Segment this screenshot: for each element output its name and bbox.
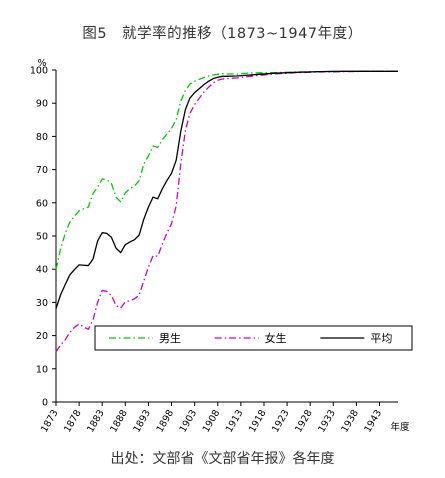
x-tick-label: 1918	[247, 408, 269, 434]
series-line-1	[55, 70, 398, 353]
chart-title: 图5 就学率的推移（1873~1947年度）	[82, 26, 363, 42]
y-axis-label: %	[37, 58, 46, 69]
y-tick-label: 10	[36, 364, 48, 375]
x-tick-label: 1903	[178, 408, 200, 434]
series-line-0	[55, 70, 398, 270]
source-note: 出处：文部省《文部省年报》各年度	[110, 451, 335, 467]
x-tick-label: 1893	[131, 408, 153, 434]
y-tick-label: 70	[36, 165, 48, 176]
x-axis-label: 年度	[390, 421, 410, 433]
legend-label-2: 平均	[370, 332, 392, 345]
x-tick-label: 1913	[224, 408, 246, 434]
y-tick-label: 60	[36, 198, 48, 209]
x-tick-label: 1938	[339, 408, 361, 434]
series-line-2	[55, 70, 398, 309]
y-tick-label: 30	[36, 298, 48, 309]
legend-box	[94, 325, 413, 351]
legend-label-1: 女生	[265, 331, 287, 345]
x-tick-label: 1928	[293, 408, 315, 434]
x-tick-label: 1888	[108, 408, 130, 434]
y-tick-label: 20	[36, 331, 48, 342]
x-tick-label: 1878	[62, 408, 84, 434]
legend: 男生 女生 平均	[94, 325, 413, 351]
legend-label-0: 男生	[159, 331, 181, 345]
series-lines	[55, 70, 398, 353]
y-tick-label: 100	[30, 66, 48, 77]
y-tick-label: 80	[36, 132, 48, 143]
x-tick-label: 1923	[270, 408, 292, 434]
x-tick-label: 1933	[316, 408, 338, 434]
y-tick-label: 90	[36, 99, 48, 110]
x-tick-label: 1873	[39, 408, 61, 434]
x-tick-label: 1898	[155, 408, 177, 434]
y-tick-label: 40	[36, 265, 48, 276]
x-tick-label: 1883	[85, 408, 107, 434]
y-tick-label: 0	[42, 398, 48, 409]
x-tick-label: 1908	[201, 408, 223, 434]
y-tick-label: 50	[36, 232, 48, 243]
x-tick-label: 1943	[362, 408, 384, 434]
